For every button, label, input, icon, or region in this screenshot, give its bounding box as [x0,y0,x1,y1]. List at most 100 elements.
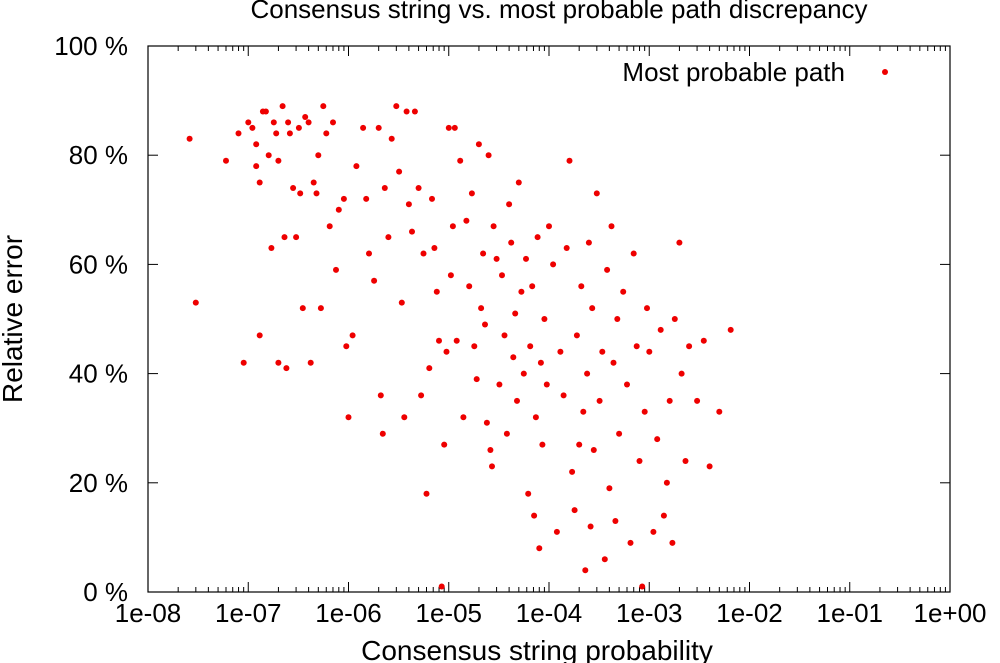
data-point [290,185,297,191]
data-point [627,539,634,546]
data-point [353,163,360,170]
data-point [660,512,667,519]
data-point [323,130,330,137]
data-point [573,332,580,339]
data-point [451,124,458,131]
x-axis: 1e-08 1e-07 1e-06 1e-05 1e-04 1e-03 1e-02 1e-01… [115,46,987,628]
data-point [657,326,664,333]
data-point [265,152,272,159]
data-point [379,430,386,437]
data-point [487,447,494,453]
x-tick-label: 1e-03 [616,598,683,628]
data-point [275,157,282,164]
data-point [569,468,576,475]
data-point [523,255,529,262]
data-point [366,250,372,257]
data-point [295,124,302,131]
data-point [671,316,678,322]
data-point [531,512,538,519]
data-point [480,250,487,257]
data-point [473,376,480,383]
data-point [644,305,650,312]
data-point [636,458,643,464]
data-point [539,441,546,448]
data-point [302,114,309,120]
data-point [426,365,433,372]
data-point [510,354,517,361]
data-point [508,239,515,246]
legend-marker [882,69,888,75]
x-tick-label: 1e-04 [516,598,583,628]
data-point [599,348,606,355]
data-point [527,343,534,350]
data-point [499,272,505,279]
y-tick-label: 100 % [54,31,128,61]
data-point [320,103,327,110]
data-point [253,163,260,170]
data-points [186,103,734,590]
data-point [654,436,661,443]
data-point [463,217,470,224]
data-point [466,283,473,290]
x-tick-label: 1e-05 [416,598,483,628]
data-point [520,370,527,377]
data-point [315,152,322,159]
data-point [275,359,282,366]
x-axis-label: Consensus string probability [361,635,713,663]
data-point [596,397,603,404]
data-point [253,141,260,148]
data-point [396,168,403,175]
data-point [377,392,384,399]
data-point [223,157,229,164]
data-point [393,103,400,110]
data-point [518,288,525,295]
data-point [590,447,597,453]
data-point [650,528,657,535]
data-point [506,201,513,208]
data-point [411,108,418,115]
data-point [447,272,454,279]
data-point [546,223,552,230]
data-point [405,201,412,208]
data-point [385,234,392,241]
data-point [682,458,689,464]
data-point [646,348,653,355]
legend-label: Most probable path [622,57,845,87]
data-point [610,359,617,366]
data-point [489,463,495,470]
chart-title: Consensus string vs. most probable path … [250,0,867,24]
data-point [641,408,648,415]
data-point [543,381,550,388]
data-point [343,343,350,350]
data-point [335,206,342,213]
data-point [457,157,464,164]
data-point [305,119,312,126]
data-point [585,239,592,246]
data-point [587,523,594,530]
data-point [501,332,508,339]
data-point [330,119,336,126]
data-point [536,545,543,552]
y-tick-label: 60 % [69,249,128,279]
data-point [475,141,482,148]
data-point [297,190,304,197]
data-point [578,283,585,290]
data-point [279,103,286,110]
data-point [245,119,252,126]
data-point [449,223,456,230]
x-tick-label: 1e-01 [817,598,884,628]
data-point [589,305,596,312]
data-point [666,397,673,404]
data-point [512,310,519,317]
data-point [433,288,440,295]
data-point [490,223,497,230]
x-tick-label: 1e-07 [215,598,282,628]
data-point [468,190,475,197]
data-point [593,190,600,197]
data-point [560,392,567,399]
data-point [727,326,734,333]
data-point [262,108,269,115]
data-point [678,370,685,377]
data-point [420,250,427,257]
